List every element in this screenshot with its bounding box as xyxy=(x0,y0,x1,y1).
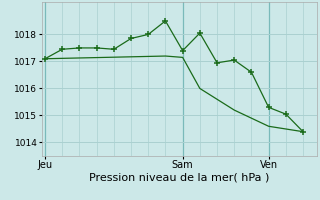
X-axis label: Pression niveau de la mer( hPa ): Pression niveau de la mer( hPa ) xyxy=(89,173,269,183)
